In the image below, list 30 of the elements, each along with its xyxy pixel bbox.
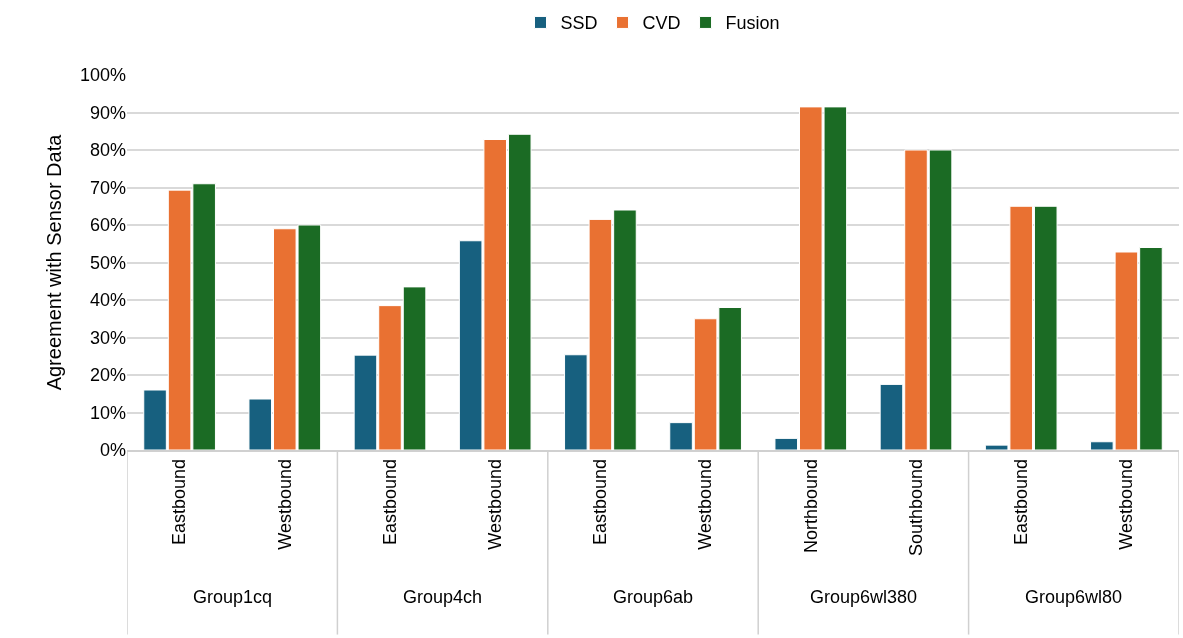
- y-tick-label: 60%: [89, 215, 126, 236]
- x-tick-label: Westbound: [485, 458, 506, 550]
- legend-label: CVD: [642, 13, 681, 34]
- legend-label: SSD: [560, 13, 598, 34]
- text: Group6wl80: [1025, 587, 1123, 607]
- text: Group6ab: [613, 587, 694, 607]
- x-tick-label: Westbound: [274, 458, 295, 550]
- y-tick-label: 50%: [89, 252, 126, 273]
- x-tick-label: Eastbound: [590, 458, 611, 546]
- y-tick-label: 100%: [79, 65, 126, 86]
- legend-label: Fusion: [725, 13, 780, 34]
- y-tick-label: 80%: [89, 140, 126, 161]
- x-tick-label: Westbound: [695, 458, 716, 550]
- y-tick-label: 90%: [89, 102, 126, 123]
- x-tick-label: Westbound: [1116, 458, 1137, 550]
- y-tick-label: 0%: [99, 440, 126, 461]
- y-tick-label: 70%: [89, 177, 126, 198]
- y-tick-label: 20%: [89, 365, 126, 386]
- y-tick-label: 40%: [89, 290, 126, 311]
- y-axis-title: Agreement with Sensor Data: [43, 133, 66, 391]
- text: Group1cq: [193, 587, 273, 607]
- x-tick-label: Eastbound: [1011, 458, 1032, 546]
- x-tick-label: Southbound: [905, 458, 926, 557]
- x-tick-label: Eastbound: [169, 458, 190, 546]
- text: Group6wl380: [810, 587, 918, 607]
- y-tick-label: 10%: [89, 402, 126, 423]
- y-tick-label: 30%: [89, 327, 126, 348]
- text: Group4ch: [403, 587, 483, 607]
- x-tick-label: Eastbound: [379, 458, 400, 546]
- x-tick-label: Northbound: [800, 458, 821, 554]
